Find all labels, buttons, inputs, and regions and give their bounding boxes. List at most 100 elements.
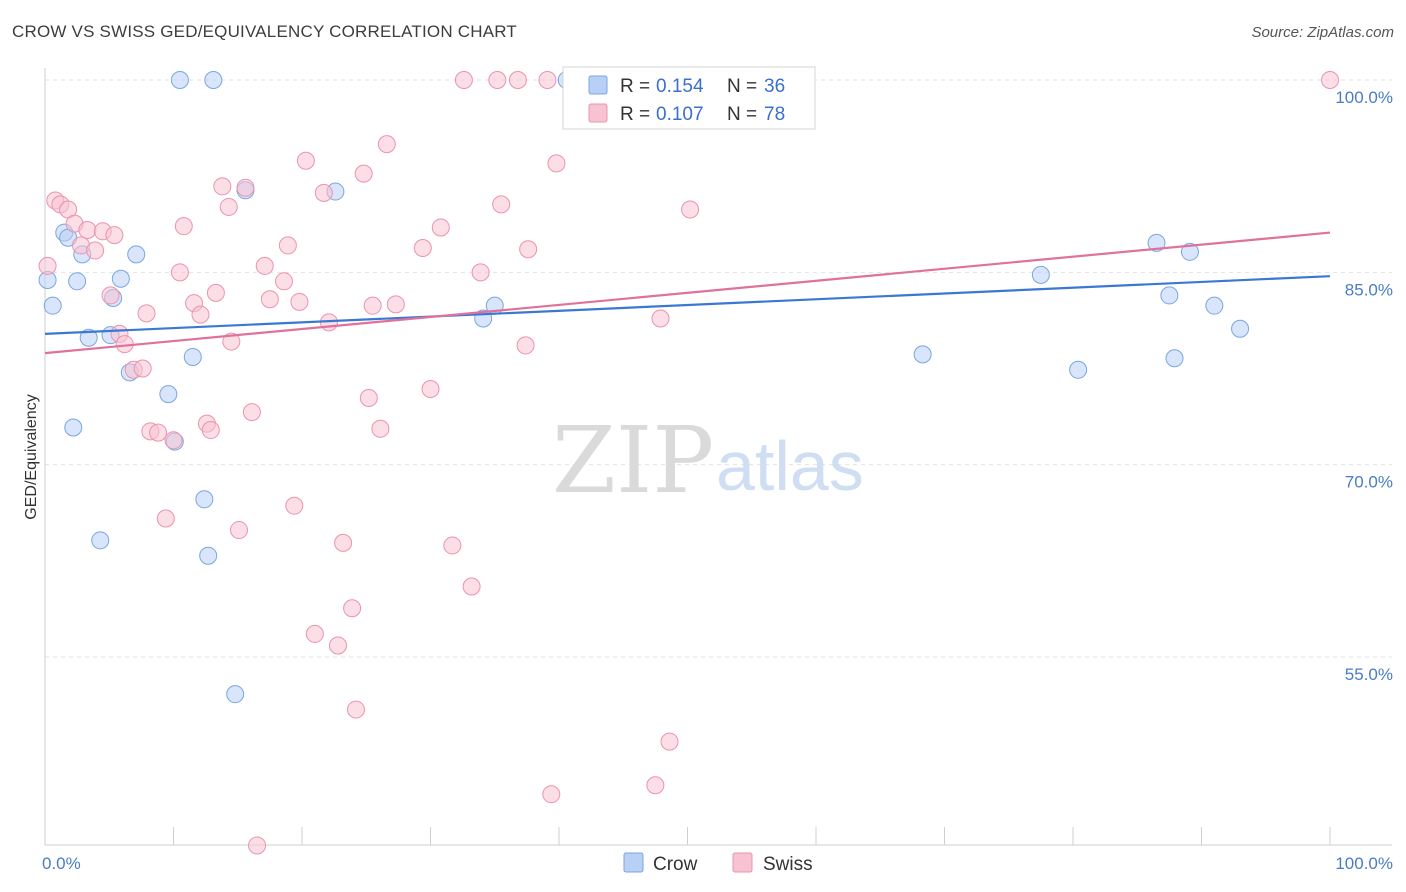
swiss-point	[164, 431, 183, 450]
watermark-atlas: atlas	[716, 427, 864, 505]
legend-crow-r-label: R =	[620, 76, 650, 97]
swiss-point	[371, 419, 390, 438]
swiss-point	[38, 256, 57, 275]
crow-point	[1069, 360, 1088, 379]
legend-swiss-n-label: N =	[727, 104, 757, 125]
swiss-point	[213, 177, 232, 196]
legend-swiss-r-label: R =	[620, 104, 650, 125]
x-tick-label-max: 100.0%	[1335, 854, 1393, 873]
swiss-point	[443, 536, 462, 555]
swiss-point	[359, 388, 378, 407]
swiss-point	[328, 636, 347, 655]
swiss-trend-line	[44, 231, 1331, 355]
bottom-legend-crow-label: Crow	[653, 854, 698, 875]
swiss-point	[516, 336, 535, 355]
swiss-point	[230, 521, 249, 540]
swiss-point	[156, 509, 175, 528]
legend-swiss-swatch	[588, 103, 608, 123]
crow-trend-line	[44, 275, 1331, 335]
swiss-point	[346, 700, 365, 719]
swiss-point	[296, 151, 315, 170]
crow-point	[1180, 242, 1199, 261]
swiss-point	[86, 241, 105, 260]
crow-point	[79, 328, 98, 347]
swiss-point	[363, 296, 382, 315]
swiss-point	[290, 292, 309, 311]
swiss-point	[343, 599, 362, 618]
crow-point	[43, 296, 62, 315]
swiss-point	[285, 496, 304, 515]
axis-layer: 55.0% 70.0% 85.0% 100.0% 0.0% 100.0%	[42, 68, 1393, 873]
y-tick-label: 85.0%	[1345, 280, 1393, 299]
swiss-point	[471, 263, 490, 282]
x-tick-label-min: 0.0%	[42, 854, 81, 873]
swiss-point	[78, 221, 97, 240]
swiss-point	[242, 403, 261, 422]
swiss-point	[275, 272, 294, 291]
crow-point	[1165, 349, 1184, 368]
chart-title: CROW VS SWISS GED/EQUIVALENCY CORRELATIO…	[12, 22, 517, 41]
swiss-point	[431, 218, 450, 237]
swiss-point	[278, 236, 297, 255]
crow-point	[1160, 286, 1179, 305]
swiss-point	[354, 164, 373, 183]
legend-swiss-r-value: 0.107	[656, 104, 704, 125]
watermark: ZIP atlas	[552, 407, 864, 514]
swiss-point	[101, 286, 120, 305]
swiss-point	[222, 332, 241, 351]
swiss-point	[519, 240, 538, 259]
swiss-point	[314, 183, 333, 202]
crow-point	[91, 531, 110, 550]
swiss-point	[191, 305, 210, 324]
swiss-point	[236, 178, 255, 197]
legend-crow-swatch	[588, 75, 608, 95]
top-legend: R = 0.154 N = 36 R = 0.107 N = 78	[562, 66, 816, 130]
y-tick-label: 70.0%	[1345, 473, 1393, 492]
crow-point	[1205, 296, 1224, 315]
swiss-point	[255, 256, 274, 275]
bottom-legend-swiss-label: Swiss	[763, 854, 813, 875]
crow-point	[127, 245, 146, 264]
swiss-point	[488, 71, 507, 89]
legend-swiss-n-value: 78	[764, 104, 785, 125]
swiss-point	[413, 238, 432, 257]
swiss-point	[334, 533, 353, 552]
swiss-point	[219, 197, 238, 216]
crow-point	[183, 347, 202, 366]
swiss-point	[542, 785, 561, 804]
swiss-point	[646, 776, 665, 795]
swiss-point	[651, 309, 670, 328]
crow-point	[226, 685, 245, 704]
swiss-point	[660, 732, 679, 751]
crow-point	[64, 418, 83, 437]
swiss-point	[421, 380, 440, 399]
crow-point	[199, 546, 218, 565]
crow-point	[913, 345, 932, 364]
chart-source: Source: ZipAtlas.com	[1251, 24, 1394, 41]
swiss-point	[137, 304, 156, 323]
crow-point	[170, 71, 189, 89]
swiss-point	[105, 226, 124, 245]
crow-point	[195, 490, 214, 509]
crow-point	[1031, 265, 1050, 284]
swiss-point	[149, 423, 168, 442]
crow-point	[204, 71, 223, 89]
crow-point	[68, 272, 87, 291]
bottom-legend-crow-swatch	[623, 852, 644, 873]
watermark-zip: ZIP	[552, 407, 714, 514]
crow-point	[1147, 233, 1166, 252]
swiss-point	[377, 135, 396, 154]
swiss-point	[538, 71, 557, 89]
swiss-point	[681, 200, 700, 219]
swiss-point	[305, 624, 324, 643]
swiss-point	[1321, 71, 1339, 89]
crow-point	[1231, 319, 1250, 338]
swiss-point	[547, 154, 566, 173]
swiss-point	[386, 295, 405, 314]
swiss-point	[260, 290, 279, 309]
y-tick-label: 100.0%	[1335, 88, 1393, 107]
y-axis-title: GED/Equivalency	[23, 394, 40, 519]
legend-crow-n-value: 36	[764, 76, 785, 97]
y-tick-label: 55.0%	[1345, 665, 1393, 684]
